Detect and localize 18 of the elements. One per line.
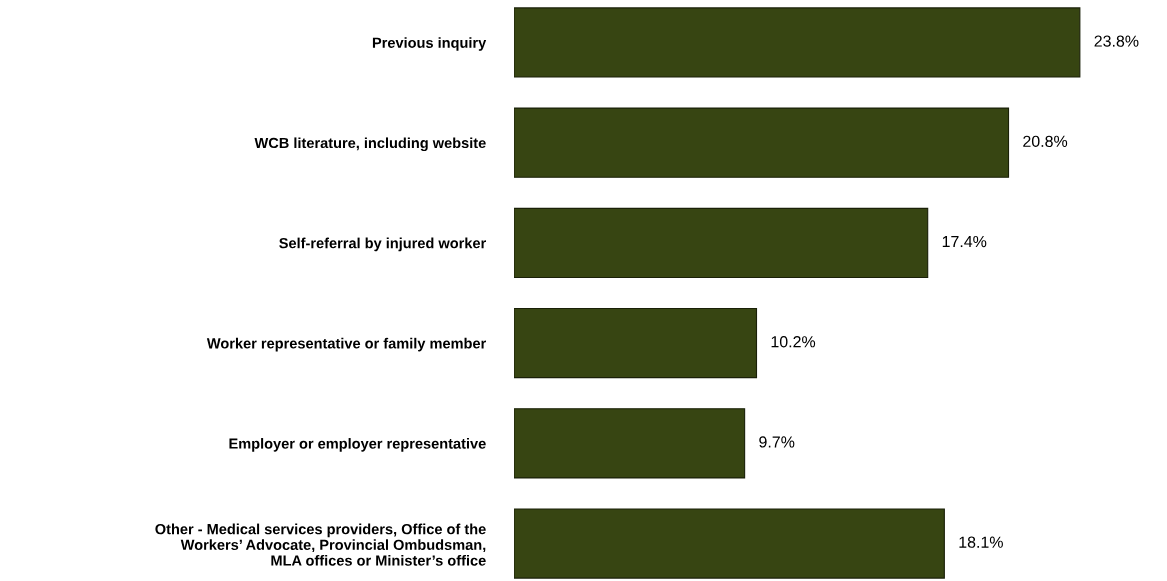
y-tick-label: Employer or employer representative (229, 438, 486, 452)
data-label: 17.4% (942, 235, 987, 248)
bar (514, 107, 1010, 178)
data-label: 20.8% (1023, 135, 1068, 147)
y-tick-label: Other - Medical services providers, Office of the Workers’ Advocate, Provincial Ombudsman, MLA offices or Minister’s office (155, 523, 486, 566)
bar (514, 307, 758, 379)
y-tick-label: Worker representative or family member (206, 337, 487, 352)
bar (514, 408, 746, 479)
data-label: 9.7% (759, 436, 795, 448)
bar (514, 508, 945, 579)
bar (514, 7, 1081, 78)
y-tick-label: WCB literature, including website (254, 137, 486, 152)
y-tick-label: Previous inquiry (372, 37, 487, 51)
bar (514, 207, 929, 279)
y-tick-label: Self-referral by injured worker (279, 237, 487, 252)
data-label: 10.2% (771, 336, 816, 348)
data-label: 23.8% (1094, 35, 1139, 47)
data-label: 18.1% (959, 536, 1003, 548)
